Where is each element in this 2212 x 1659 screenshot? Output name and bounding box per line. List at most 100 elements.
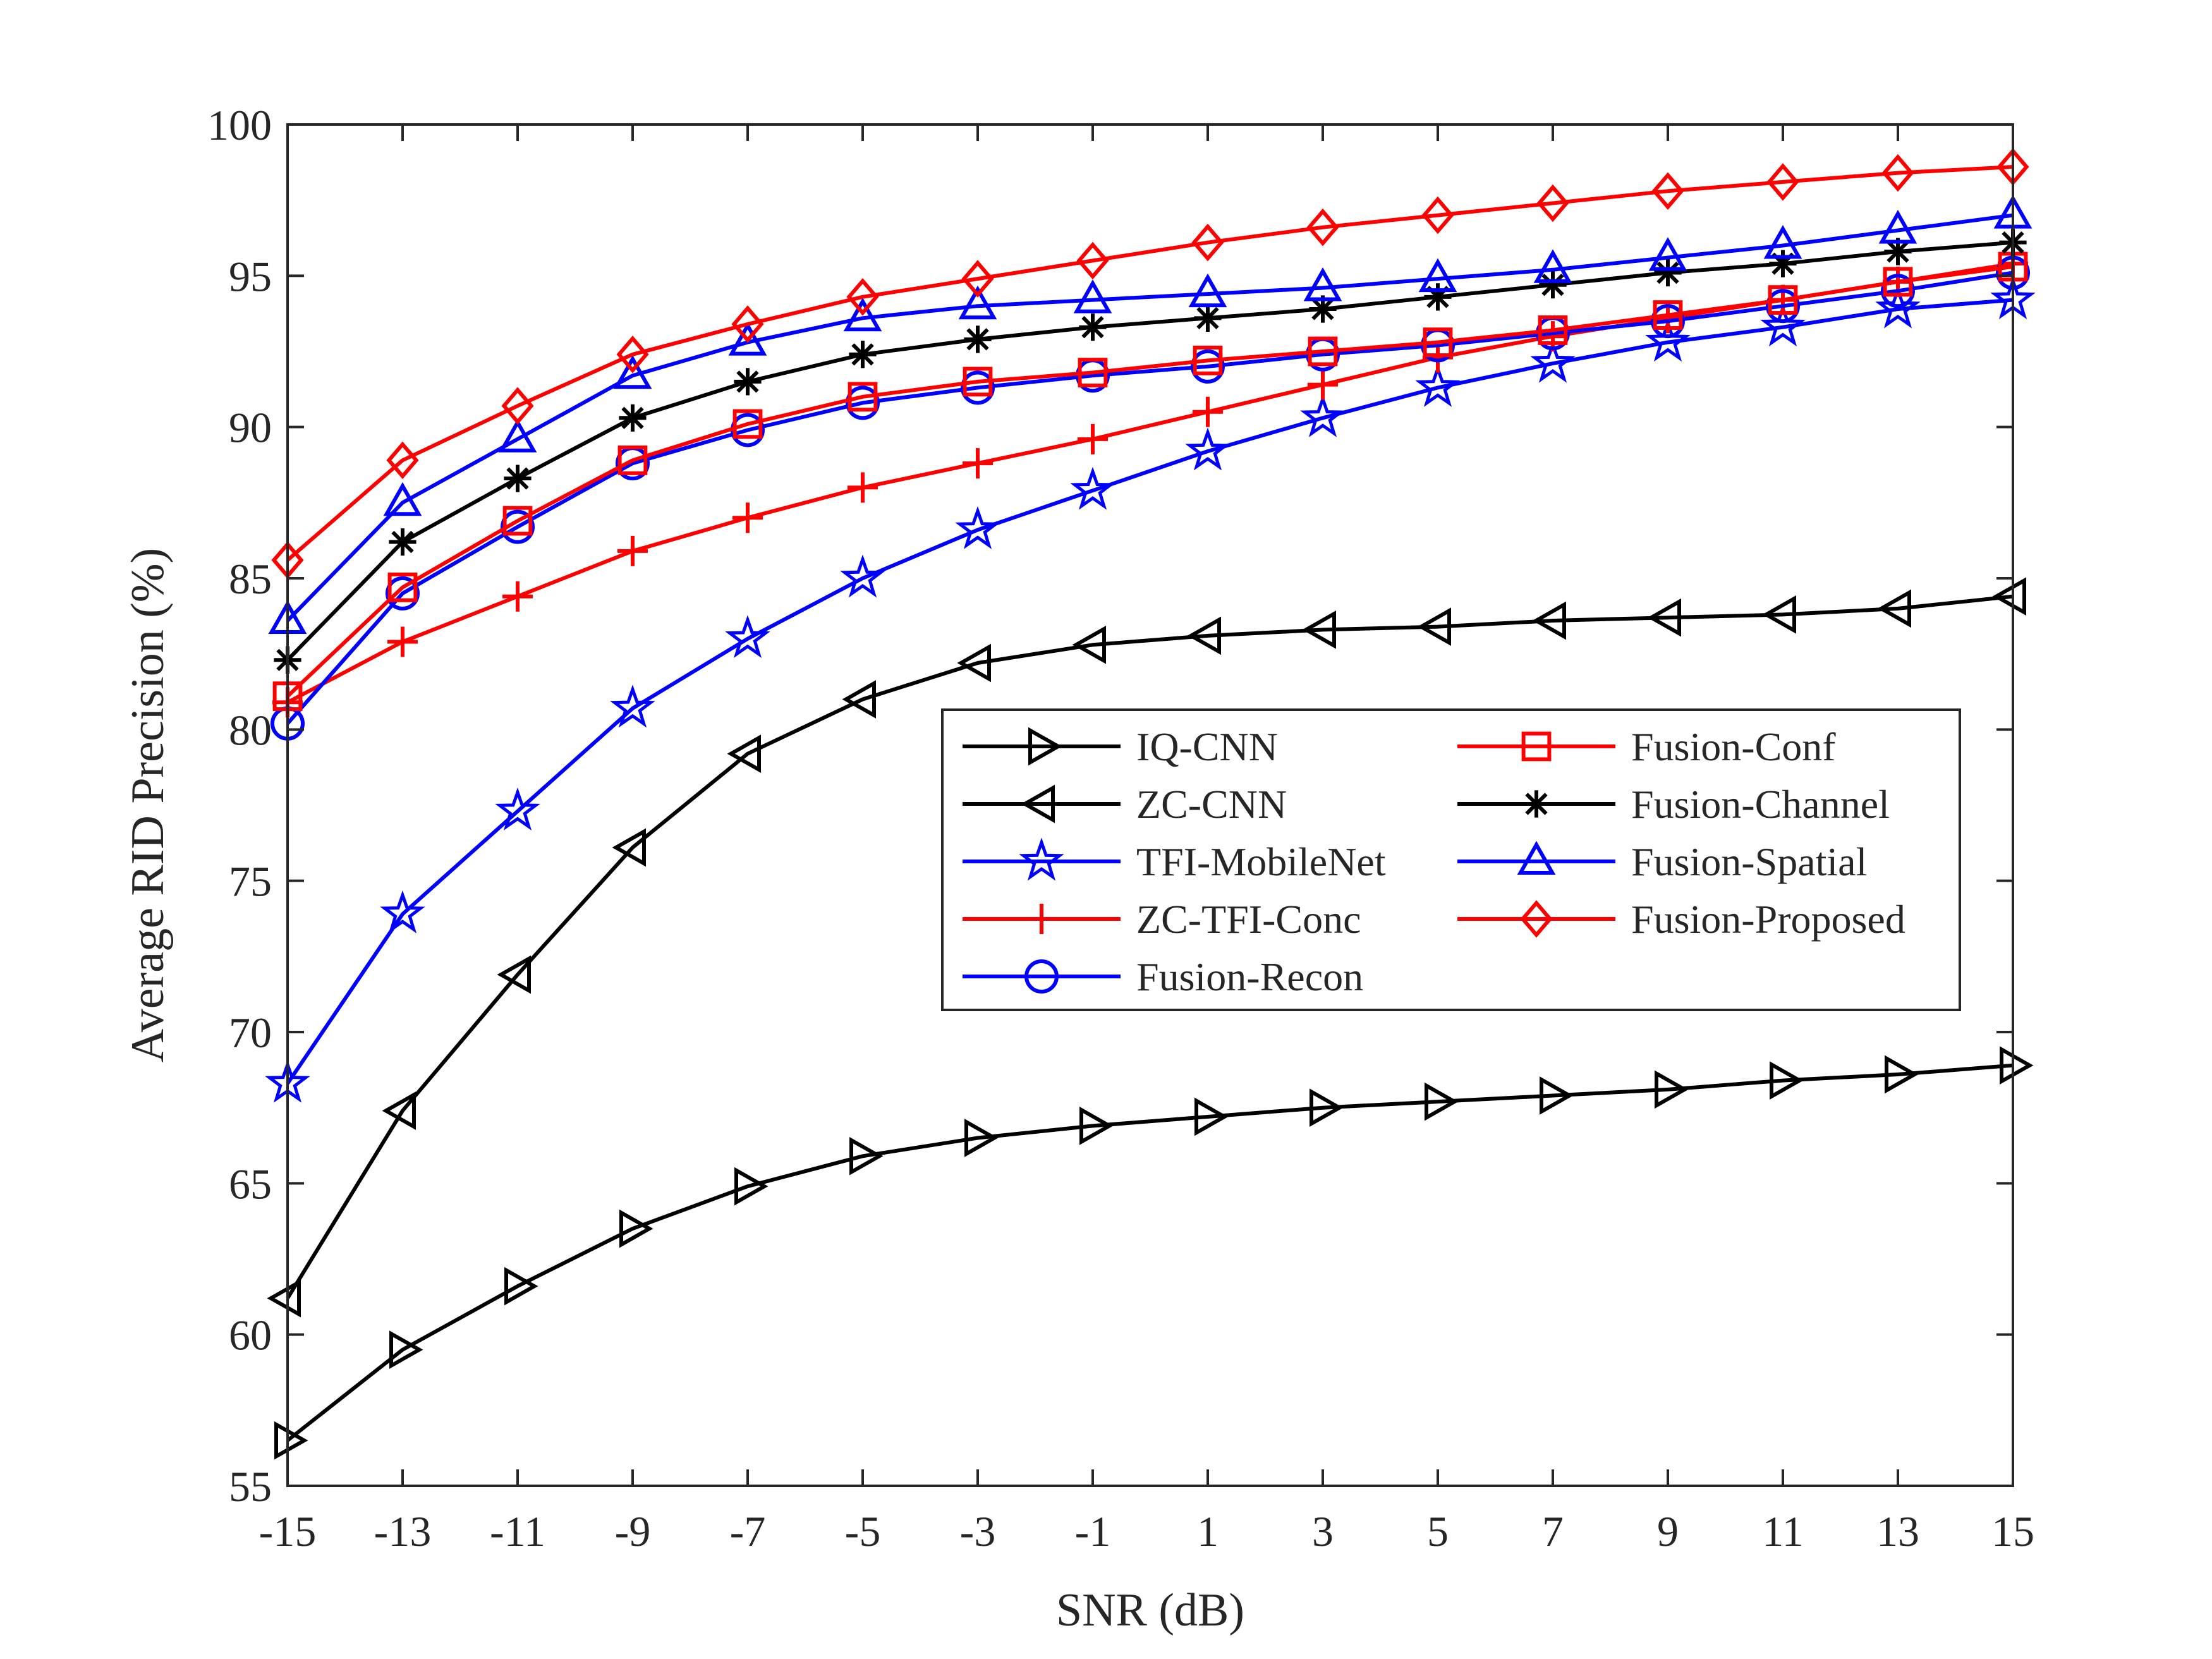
data-point-fusion-conf bbox=[1883, 267, 1913, 297]
data-point-fusion-recon bbox=[1881, 274, 1915, 308]
legend-label: TFI-MobileNet bbox=[1136, 839, 1386, 884]
data-point-fusion-proposed bbox=[1076, 241, 1109, 280]
data-point-fusion-proposed bbox=[1766, 163, 1799, 201]
y-tick-label: 90 bbox=[229, 404, 272, 452]
legend-item-fusion-proposed: Fusion-Proposed bbox=[1457, 897, 1905, 942]
data-point-zc-cnn bbox=[1992, 577, 2026, 616]
data-point-iq-cnn bbox=[619, 1209, 653, 1248]
data-point-fusion-conf bbox=[848, 382, 878, 412]
data-point-fusion-channel bbox=[964, 325, 992, 353]
data-point-tfi-mobilenet bbox=[1415, 363, 1461, 407]
data-point-fusion-spatial bbox=[1763, 225, 1802, 259]
data-point-fusion-spatial bbox=[383, 482, 422, 516]
legend-item-fusion-recon: Fusion-Recon bbox=[963, 954, 1363, 999]
data-point-zc-cnn bbox=[1532, 601, 1566, 640]
data-point-tfi-mobilenet bbox=[725, 615, 770, 659]
series-fusion-proposed bbox=[271, 148, 2029, 580]
data-point-fusion-channel bbox=[1769, 250, 1797, 277]
data-point-zc-tfi-conc bbox=[1308, 369, 1338, 400]
data-point-iq-cnn bbox=[849, 1136, 884, 1176]
data-point-zc-cnn bbox=[1417, 607, 1451, 646]
data-point-fusion-proposed bbox=[1881, 154, 1914, 192]
series-line-fusion-recon bbox=[286, 270, 2014, 725]
legend-marker-fusion-spatial bbox=[1517, 841, 1556, 875]
x-tick-label: -9 bbox=[615, 1507, 651, 1555]
y-tick-label: 75 bbox=[229, 858, 272, 906]
data-point-iq-cnn bbox=[1655, 1070, 1689, 1109]
series-fusion-channel bbox=[274, 229, 2027, 674]
data-point-tfi-mobilenet bbox=[1185, 427, 1231, 471]
legend-item-zc-tfi-conc: ZC-TFI-Conc bbox=[963, 897, 1361, 942]
legend-label: Fusion-Recon bbox=[1136, 954, 1363, 999]
data-point-zc-tfi-conc bbox=[1538, 321, 1568, 352]
data-point-fusion-conf bbox=[1078, 358, 1108, 387]
data-point-zc-cnn bbox=[497, 955, 531, 994]
legend-marker-fusion-channel bbox=[1522, 790, 1550, 818]
series-line-fusion-proposed bbox=[286, 165, 2014, 562]
data-point-fusion-channel bbox=[619, 404, 647, 432]
data-point-tfi-mobilenet bbox=[1530, 339, 1576, 383]
x-tick-label: -11 bbox=[490, 1507, 545, 1555]
series-iq-cnn bbox=[274, 1046, 2034, 1460]
legend-item-fusion-conf: Fusion-Conf bbox=[1457, 724, 1836, 769]
x-tick-label: 1 bbox=[1197, 1507, 1218, 1555]
data-point-fusion-proposed bbox=[846, 277, 879, 316]
data-point-fusion-conf bbox=[617, 445, 648, 475]
x-tick-label: 11 bbox=[1762, 1507, 1803, 1555]
data-point-fusion-proposed bbox=[386, 441, 419, 480]
legend-label: Fusion-Proposed bbox=[1631, 897, 1905, 942]
data-point-zc-tfi-conc bbox=[1193, 396, 1223, 427]
data-point-iq-cnn bbox=[1425, 1082, 1459, 1121]
data-point-fusion-conf bbox=[732, 409, 763, 439]
x-tick-label: 3 bbox=[1312, 1507, 1334, 1555]
y-tick-label: 95 bbox=[229, 252, 272, 300]
data-point-iq-cnn bbox=[389, 1330, 423, 1369]
legend-item-zc-cnn: ZC-CNN bbox=[963, 782, 1287, 827]
x-tick-label: -3 bbox=[960, 1507, 996, 1555]
data-point-zc-cnn bbox=[382, 1091, 416, 1130]
data-point-zc-cnn bbox=[1877, 589, 1911, 628]
axes-box bbox=[286, 123, 2014, 1487]
legend-marker-zc-tfi-conc bbox=[1026, 904, 1057, 934]
data-point-zc-tfi-conc bbox=[963, 448, 993, 479]
legend-marker-tfi-mobilenet bbox=[1019, 837, 1064, 881]
y-tick-label: 55 bbox=[229, 1462, 272, 1510]
data-point-zc-tfi-conc bbox=[387, 626, 418, 657]
data-point-fusion-spatial bbox=[613, 355, 652, 389]
data-point-fusion-recon bbox=[501, 509, 535, 544]
series-line-fusion-conf bbox=[286, 265, 2014, 698]
data-point-iq-cnn bbox=[274, 1421, 308, 1460]
data-point-fusion-conf bbox=[1308, 336, 1338, 367]
data-point-fusion-spatial bbox=[1073, 279, 1112, 313]
series-tfi-mobilenet bbox=[265, 276, 2036, 1103]
data-point-zc-cnn bbox=[842, 680, 876, 719]
y-tick-label: 60 bbox=[229, 1311, 272, 1359]
data-point-iq-cnn bbox=[1194, 1097, 1229, 1136]
x-tick-label: 13 bbox=[1876, 1507, 1919, 1555]
data-point-fusion-conf bbox=[387, 572, 418, 602]
data-point-tfi-mobilenet bbox=[955, 506, 1000, 549]
x-tick-label: 5 bbox=[1427, 1507, 1449, 1555]
data-point-fusion-recon bbox=[1651, 304, 1685, 339]
data-point-iq-cnn bbox=[964, 1119, 999, 1157]
data-point-fusion-spatial bbox=[1533, 249, 1572, 283]
data-point-fusion-spatial bbox=[1418, 258, 1457, 293]
data-point-zc-cnn bbox=[1647, 598, 1681, 637]
data-point-fusion-proposed bbox=[501, 387, 534, 425]
series-line-tfi-mobilenet bbox=[286, 298, 2014, 1085]
x-axis-label: SNR (dB) bbox=[1056, 1584, 1244, 1636]
data-point-fusion-recon bbox=[1766, 289, 1800, 324]
x-tick-label: -13 bbox=[374, 1507, 432, 1555]
legend-label: ZC-TFI-Conc bbox=[1136, 897, 1361, 942]
data-point-tfi-mobilenet bbox=[1645, 319, 1691, 362]
y-tick-label: 70 bbox=[229, 1009, 272, 1057]
data-point-iq-cnn bbox=[2000, 1046, 2034, 1085]
data-point-tfi-mobilenet bbox=[610, 684, 655, 728]
data-point-fusion-recon bbox=[1191, 349, 1225, 384]
data-point-iq-cnn bbox=[1310, 1088, 1344, 1127]
data-point-iq-cnn bbox=[1885, 1055, 1919, 1094]
data-point-fusion-proposed bbox=[1191, 223, 1224, 262]
data-point-zc-cnn bbox=[957, 643, 991, 683]
data-point-tfi-mobilenet bbox=[1760, 303, 1806, 347]
